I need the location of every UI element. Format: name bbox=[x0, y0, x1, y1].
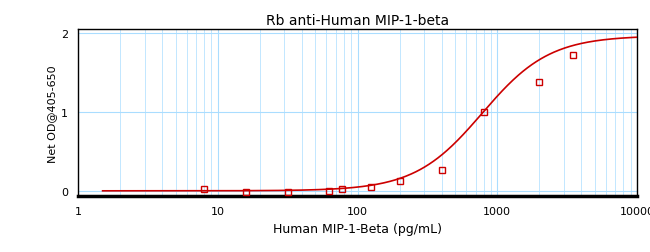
X-axis label: Human MIP-1-Beta (pg/mL): Human MIP-1-Beta (pg/mL) bbox=[273, 222, 442, 235]
Title: Rb anti-Human MIP-1-beta: Rb anti-Human MIP-1-beta bbox=[266, 14, 449, 28]
Y-axis label: Net OD@405-650: Net OD@405-650 bbox=[47, 65, 57, 162]
